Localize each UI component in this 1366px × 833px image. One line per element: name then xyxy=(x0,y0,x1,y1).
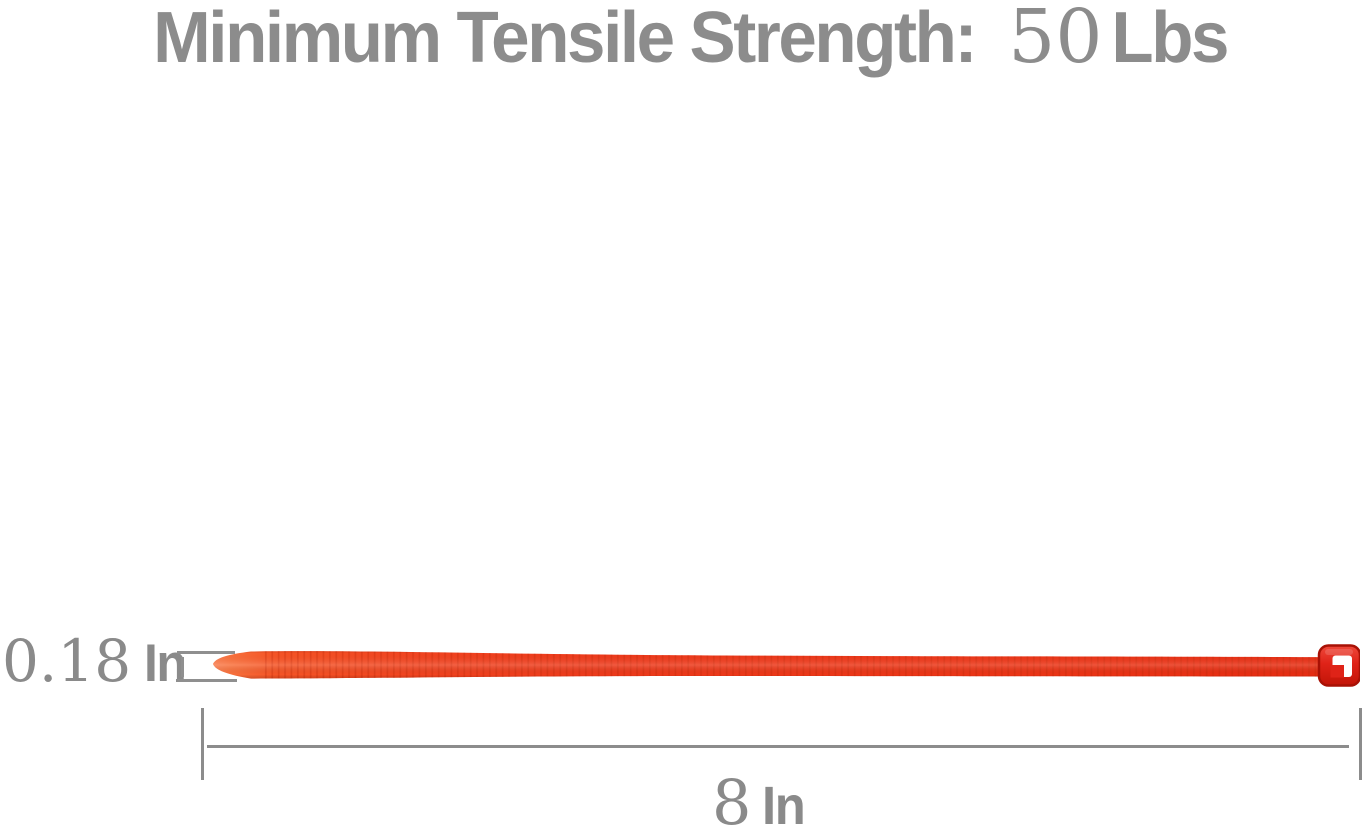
cable-tie-head-sheen xyxy=(1325,649,1353,655)
cable-tie-head-pawl xyxy=(1330,665,1344,678)
cable-tie-strap-shading xyxy=(213,651,1327,679)
width-annotation: 0.18 In xyxy=(2,632,188,690)
length-dimension-line xyxy=(207,745,1349,748)
width-value: 0.18 xyxy=(2,627,132,695)
width-bracket-top-line xyxy=(177,651,235,654)
title-value: 50 xyxy=(1008,0,1103,80)
length-value: 8 xyxy=(712,766,752,833)
width-unit: In xyxy=(144,634,187,693)
cable-tie-image xyxy=(213,644,1360,687)
title-unit: Lbs xyxy=(1111,0,1230,78)
length-unit: In xyxy=(762,776,806,833)
cable-tie-head xyxy=(1317,644,1360,687)
length-dimension-right-tick xyxy=(1359,708,1362,780)
title-label: Minimum Tensile Strength: xyxy=(153,0,977,78)
width-bracket-bottom-line xyxy=(176,679,237,682)
length-annotation: 8 In xyxy=(712,772,807,833)
width-bracket-tick xyxy=(181,657,184,677)
title: Minimum Tensile Strength: 50 Lbs xyxy=(0,0,1366,74)
length-dimension-left-tick xyxy=(201,708,204,780)
